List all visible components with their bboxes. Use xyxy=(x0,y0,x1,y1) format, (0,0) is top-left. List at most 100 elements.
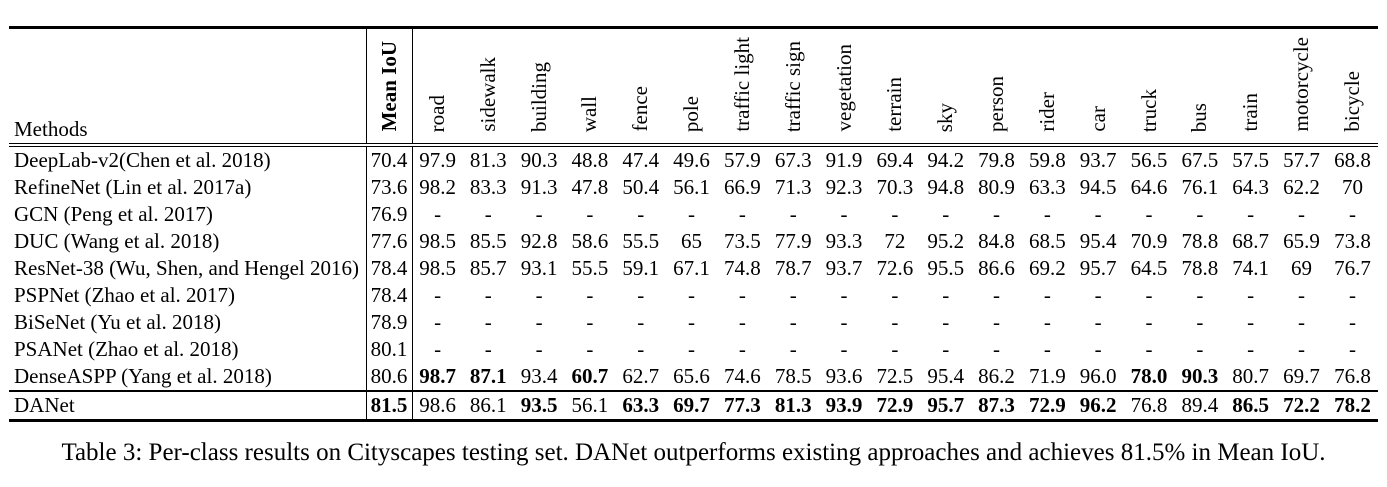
cell-value: - xyxy=(1297,202,1305,227)
cell-value: 69.7 xyxy=(1283,364,1320,389)
cell-value: 57.5 xyxy=(1232,148,1270,173)
cell-value: 90.3 xyxy=(1181,364,1219,389)
cell-value: 84.8 xyxy=(978,229,1015,254)
cell-value: - xyxy=(586,310,594,335)
cell-value: - xyxy=(434,202,442,227)
cell-value: 47.4 xyxy=(622,148,660,173)
cell-value: 81.3 xyxy=(469,148,507,173)
cell-value: 86.2 xyxy=(978,364,1015,389)
cell-value: - xyxy=(688,202,696,227)
cell-value: 63.3 xyxy=(622,393,660,418)
cell-value: 86.5 xyxy=(1232,393,1270,418)
cell-value: 76.7 xyxy=(1334,256,1371,281)
cell-value: - xyxy=(1348,310,1356,335)
cell-value: - xyxy=(484,202,492,227)
cell-value: - xyxy=(993,310,1001,335)
mean-iou-value: 76.9 xyxy=(366,201,413,228)
cell-value: 78.8 xyxy=(1181,256,1219,281)
cell-value: 60.7 xyxy=(571,364,609,389)
cell-value: 96.2 xyxy=(1079,393,1117,418)
mean-iou-value: 78.4 xyxy=(366,282,413,309)
cell-value: 70.9 xyxy=(1130,229,1168,254)
cell-value: 64.5 xyxy=(1130,256,1168,281)
mean-iou-value: 81.5 xyxy=(366,391,413,421)
cell-value: - xyxy=(738,310,746,335)
method-name: DANet xyxy=(9,391,367,421)
cell-value: 72.9 xyxy=(876,393,914,418)
method-name: RefineNet (Lin et al. 2017a) xyxy=(9,174,367,201)
cell-value: 49.6 xyxy=(673,148,710,173)
cell-value: 87.1 xyxy=(469,364,507,389)
cell-value: 69.7 xyxy=(673,393,710,418)
cell-value: 86.6 xyxy=(978,256,1015,281)
column-header-label: motorcycle xyxy=(1288,37,1313,132)
cell-value: - xyxy=(1043,202,1051,227)
cell-value: - xyxy=(738,337,746,362)
cell-value: 76.8 xyxy=(1334,364,1371,389)
cell-value: - xyxy=(1196,202,1204,227)
table-row: DenseASPP (Yang et al. 2018) 80.6 98.7 87.1… xyxy=(9,363,1378,391)
cell-value: - xyxy=(1043,283,1051,308)
cell-value: 62.2 xyxy=(1283,175,1320,200)
cell-value: - xyxy=(535,337,543,362)
column-header-label: pole xyxy=(679,95,704,132)
cell-value: 94.8 xyxy=(927,175,965,200)
cell-value: 69 xyxy=(1290,256,1312,281)
cell-value: - xyxy=(1145,202,1153,227)
cell-value: - xyxy=(891,337,899,362)
cell-value: 85.7 xyxy=(469,256,507,281)
column-header-traffic-light: traffic light xyxy=(717,28,768,146)
column-header-label: building xyxy=(526,61,551,132)
cell-value: 65.9 xyxy=(1283,229,1320,254)
cell-value: 92.3 xyxy=(825,175,863,200)
cell-value: 78.0 xyxy=(1130,364,1168,389)
cell-value: - xyxy=(1247,310,1255,335)
table-header-row: Methods Mean IoU road sidewalk building wal… xyxy=(9,27,1378,146)
column-header-label: sidewalk xyxy=(475,57,500,132)
cell-value: - xyxy=(1348,202,1356,227)
method-name: GCN (Peng et al. 2017) xyxy=(9,201,367,228)
table-row: BiSeNet (Yu et al. 2018) 78.9- - - - - - - - - - - -… xyxy=(9,309,1378,336)
cell-value: 95.7 xyxy=(927,393,965,418)
cell-value: 79.8 xyxy=(978,148,1015,173)
cell-value: 89.4 xyxy=(1181,393,1219,418)
column-header-road: road xyxy=(412,28,463,146)
cell-value: 94.5 xyxy=(1079,175,1117,200)
cell-value: - xyxy=(688,337,696,362)
cell-value: 57.7 xyxy=(1283,148,1320,173)
cell-value: 78.8 xyxy=(1181,229,1219,254)
column-header-label: sky xyxy=(933,102,958,132)
cell-value: 55.5 xyxy=(622,229,660,254)
cell-value: - xyxy=(637,337,645,362)
cell-value: 48.8 xyxy=(571,148,609,173)
cell-value: 50.4 xyxy=(622,175,660,200)
column-header-label: traffic light xyxy=(729,37,754,132)
cell-value: - xyxy=(484,283,492,308)
column-header-truck: truck xyxy=(1124,28,1175,146)
cell-value: 83.3 xyxy=(469,175,507,200)
table-row: GCN (Peng et al. 2017) 76.9- - - - - - - - - - - - - -… xyxy=(9,201,1378,228)
column-header-train: train xyxy=(1225,28,1276,146)
cell-value: - xyxy=(993,202,1001,227)
cell-value: 95.4 xyxy=(1079,229,1117,254)
cell-value: 98.2 xyxy=(419,175,457,200)
method-name: DeepLab-v2(Chen et al. 2018) xyxy=(9,145,367,174)
cell-value: - xyxy=(840,310,848,335)
cell-value: 72.2 xyxy=(1283,393,1320,418)
column-header-mean-iou: Mean IoU xyxy=(366,27,413,145)
cell-value: - xyxy=(1247,202,1255,227)
column-header-person: person xyxy=(971,28,1022,146)
column-header-label: truck xyxy=(1136,88,1161,132)
cell-value: - xyxy=(1196,337,1204,362)
cell-value: 86.1 xyxy=(469,393,507,418)
column-header-traffic-sign: traffic sign xyxy=(768,28,819,146)
mean-iou-value: 80.1 xyxy=(366,336,413,363)
cell-value: 72.6 xyxy=(876,256,914,281)
cell-value: 81.3 xyxy=(774,393,812,418)
mean-iou-value: 78.9 xyxy=(366,309,413,336)
column-header-label: person xyxy=(984,75,1009,132)
cell-value: - xyxy=(1094,283,1102,308)
cell-value: 95.5 xyxy=(927,256,965,281)
cell-value: 95.7 xyxy=(1079,256,1117,281)
cell-value: 56.1 xyxy=(571,393,609,418)
